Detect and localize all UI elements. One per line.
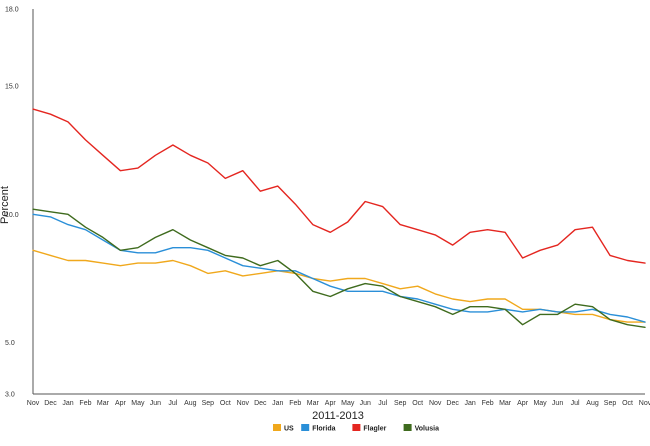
series-line-volusia	[32, 208, 646, 328]
x-tick-label: May	[131, 400, 145, 407]
x-tick-label: Jun	[552, 400, 563, 407]
legend-swatch-volusia	[403, 424, 412, 431]
x-tick-label: Nov	[429, 400, 442, 407]
x-tick-label: Nov	[27, 400, 40, 407]
x-tick-label: Sep	[604, 400, 617, 407]
x-tick-label: Apr	[517, 400, 529, 407]
legend-swatch-flagler	[352, 424, 361, 431]
x-tick-label: Jul	[168, 400, 177, 407]
y-axis-title: Percent	[0, 186, 11, 224]
x-axis-title: 2011-2013	[312, 410, 364, 422]
legend-swatch-florida	[301, 424, 310, 431]
x-tick-label: Jan	[62, 400, 73, 407]
x-tick-label: Jan	[272, 400, 283, 407]
series-line-florida	[32, 213, 646, 323]
x-tick-label: Mar	[499, 400, 512, 407]
y-tick-label: 3.0	[5, 392, 15, 399]
x-tick-label: Sep	[202, 400, 215, 407]
y-axis-ticks: 3.0 5.0 10.0 15.0 18.0	[5, 7, 19, 399]
legend-label-us: US	[284, 426, 294, 433]
x-tick-label: Apr	[115, 400, 127, 407]
legend: US Florida Flagler Volusia	[273, 424, 439, 433]
x-tick-label: Jun	[150, 400, 161, 407]
x-tick-label: Feb	[289, 400, 301, 407]
x-tick-label: Mar	[307, 400, 320, 407]
legend-label-volusia: Volusia	[415, 426, 439, 433]
x-tick-label: Dec	[446, 400, 459, 407]
x-tick-label: Sep	[394, 400, 407, 407]
x-tick-label: Nov	[237, 400, 250, 407]
legend-label-florida: Florida	[312, 426, 335, 433]
x-tick-label: Apr	[325, 400, 337, 407]
y-tick-label: 5.0	[5, 340, 15, 347]
x-tick-label: Feb	[482, 400, 494, 407]
x-tick-label: Jan	[464, 400, 475, 407]
series-line-flagler	[32, 108, 646, 264]
y-tick-label: 18.0	[5, 7, 19, 14]
x-tick-label: May	[341, 400, 355, 407]
x-tick-label: Dec	[254, 400, 267, 407]
x-axis-ticks: Nov Dec Jan Feb Mar Apr May Jun Jul Aug Sep Oct Nov D…	[27, 400, 650, 407]
x-tick-label: Oct	[622, 400, 633, 407]
x-tick-label: Aug	[184, 400, 197, 407]
x-tick-label: May	[533, 400, 547, 407]
x-tick-label: Mar	[97, 400, 110, 407]
x-tick-label: Jun	[360, 400, 371, 407]
x-tick-label: Oct	[412, 400, 423, 407]
legend-swatch-us	[273, 424, 281, 431]
legend-label-flagler: Flagler	[363, 426, 386, 433]
x-tick-label: Aug	[586, 400, 599, 407]
x-tick-label: Oct	[220, 400, 231, 407]
x-tick-label: Jul	[378, 400, 387, 407]
y-tick-label: 10.0	[5, 212, 19, 219]
y-tick-label: 15.0	[5, 84, 19, 91]
x-tick-label: Nov	[639, 400, 650, 407]
x-tick-label: Jul	[571, 400, 580, 407]
x-tick-label: Feb	[79, 400, 91, 407]
series-lines	[32, 108, 646, 328]
x-tick-label: Dec	[44, 400, 57, 407]
